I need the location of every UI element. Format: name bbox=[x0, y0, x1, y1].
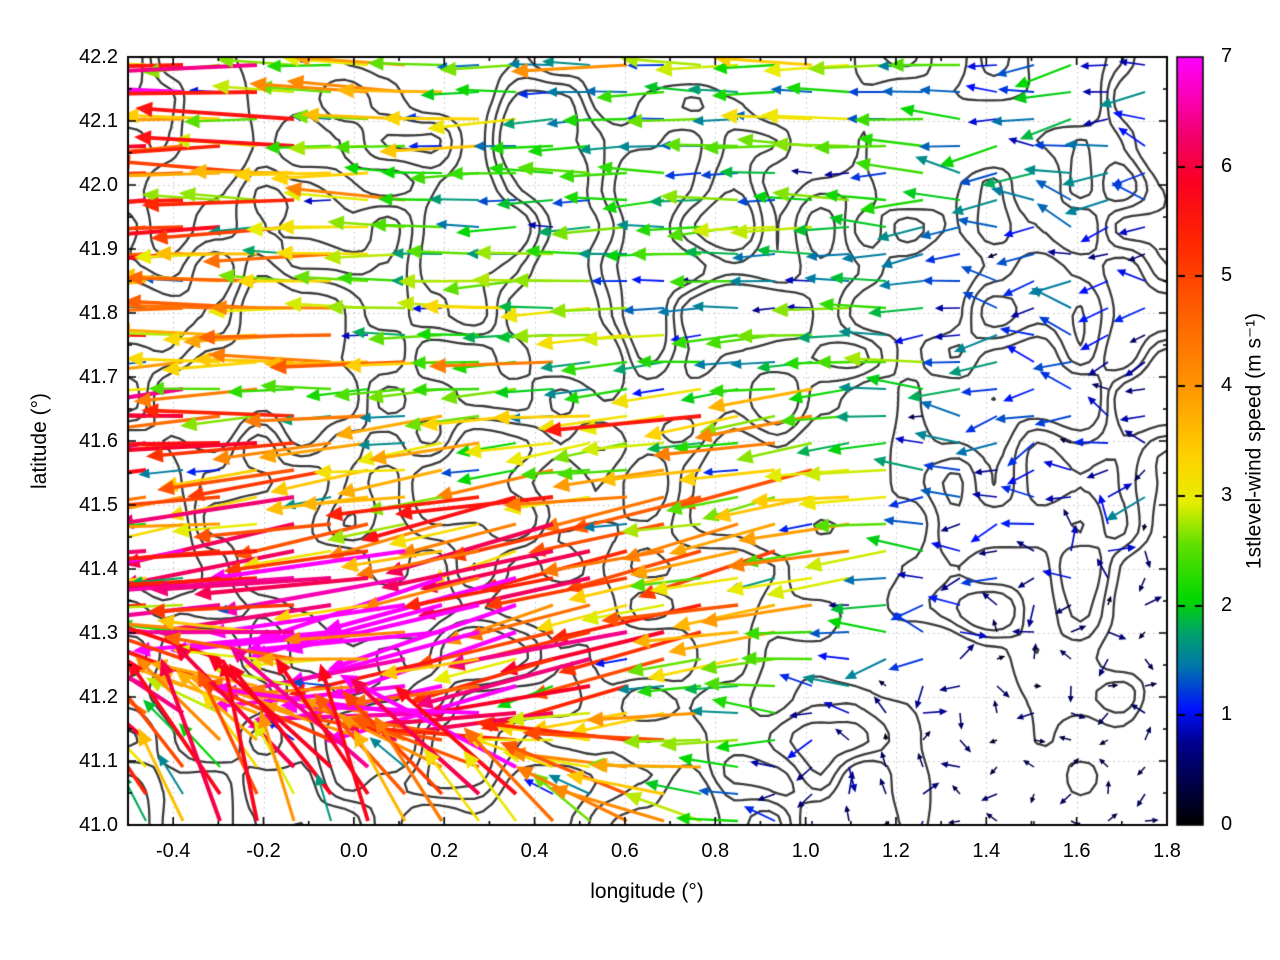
y-tick-label: 41.2 bbox=[79, 686, 118, 708]
y-tick-label: 41.7 bbox=[79, 366, 118, 388]
x-tick-label: 0.6 bbox=[611, 840, 639, 862]
x-tick-label: -0.2 bbox=[246, 840, 281, 862]
colorbar-tick-label: 3 bbox=[1221, 483, 1233, 506]
x-tick-label: 1.2 bbox=[882, 840, 910, 862]
y-tick-label: 41.8 bbox=[79, 302, 118, 324]
x-tick-label: 0.2 bbox=[430, 840, 459, 862]
colorbar-tick-label: 4 bbox=[1221, 374, 1233, 397]
y-tick-label: 42.1 bbox=[79, 110, 118, 132]
colorbar-tick-label: 6 bbox=[1221, 154, 1233, 177]
colorbar-tick-label: 2 bbox=[1221, 593, 1233, 616]
x-tick-label: 0.0 bbox=[339, 840, 368, 862]
y-tick-label: 41.9 bbox=[79, 238, 118, 260]
y-tick-label: 42.0 bbox=[79, 174, 118, 196]
colorbar-tick-label: 0 bbox=[1221, 813, 1233, 835]
y-tick-label: 41.1 bbox=[79, 750, 118, 772]
y-axis-label: latitude (°) bbox=[28, 393, 51, 489]
colorbar-tick-label: 7 bbox=[1221, 45, 1233, 67]
x-axis-label: longitude (°) bbox=[590, 880, 704, 903]
colorbar-tick-label: 1 bbox=[1221, 703, 1233, 726]
x-tick-label: 1.0 bbox=[791, 840, 820, 862]
x-tick-label: 0.8 bbox=[701, 840, 730, 862]
x-tick-label: 1.4 bbox=[972, 840, 1001, 862]
y-tick-label: 41.3 bbox=[79, 622, 118, 644]
y-tick-label: 41.4 bbox=[79, 558, 118, 580]
x-tick-label: 1.6 bbox=[1062, 840, 1091, 862]
y-tick-label: 41.6 bbox=[79, 430, 118, 452]
x-tick-label: 1.8 bbox=[1153, 840, 1181, 862]
y-tick-label: 41.5 bbox=[79, 494, 118, 516]
colorbar-tick-label: 5 bbox=[1221, 264, 1233, 287]
y-tick-label: 42.2 bbox=[79, 46, 118, 68]
x-tick-label: 0.4 bbox=[520, 840, 549, 862]
colorbar-label: 1stlevel-wind speed (m s⁻¹) bbox=[1242, 312, 1266, 570]
x-tick-label: -0.4 bbox=[155, 840, 191, 862]
y-tick-label: 41.0 bbox=[79, 814, 118, 836]
